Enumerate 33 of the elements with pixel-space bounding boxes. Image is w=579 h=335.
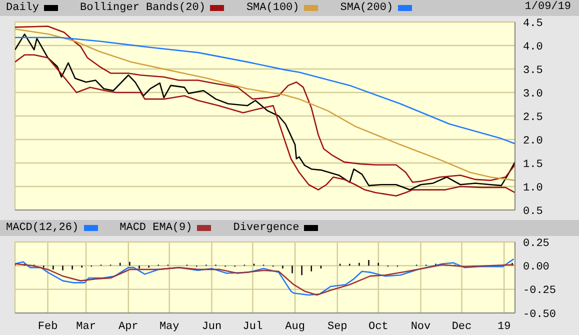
x-tick-label: Apr — [118, 320, 138, 333]
x-tick-label: Oct — [368, 320, 388, 333]
y-tick-label: 3.0 — [523, 88, 543, 100]
y-tick-label: 1.5 — [523, 158, 543, 171]
legend-label: SMA(100) — [246, 2, 300, 14]
x-tick-label: Nov — [410, 320, 432, 333]
x-tick-label: Sep — [328, 320, 348, 333]
y-tick-label: 2.5 — [523, 112, 543, 124]
x-tick-label: 19 — [497, 320, 511, 333]
x-tick-label: Jul — [242, 320, 263, 333]
text: 1/09/19 — [524, 1, 571, 13]
y-tick-label: 2.0 — [523, 135, 543, 148]
legend-label: Daily — [6, 2, 40, 14]
legend-label: Bollinger Bands(20) — [80, 2, 206, 14]
x-tick-label: May — [159, 320, 180, 333]
y-tick-label: 1.0 — [523, 182, 543, 194]
y-tick-label: 4.5 — [523, 18, 543, 30]
y-tick-label: -0.50 — [523, 308, 556, 321]
y-tick-label: 4.0 — [523, 41, 543, 54]
legend-label: MACD EMA(9) — [120, 222, 192, 234]
x-tick-label: Mar — [76, 320, 96, 333]
x-tick-label: Dec — [452, 320, 472, 333]
legend-label: SMA(200) — [340, 2, 394, 14]
y-tick-label: 3.5 — [523, 64, 543, 77]
y-tick-label: 0.00 — [523, 262, 550, 274]
y-tick-label: -0.25 — [523, 285, 556, 298]
x-tick-label: Jun — [202, 320, 222, 333]
legend-label: Divergence — [233, 222, 300, 234]
y-tick-label: 0.5 — [523, 206, 543, 218]
x-tick-label: Aug — [285, 320, 305, 333]
legend-label: MACD(12,26) — [6, 222, 79, 234]
x-tick-label: Feb — [38, 320, 58, 333]
y-tick-label: 0.25 — [523, 238, 550, 250]
